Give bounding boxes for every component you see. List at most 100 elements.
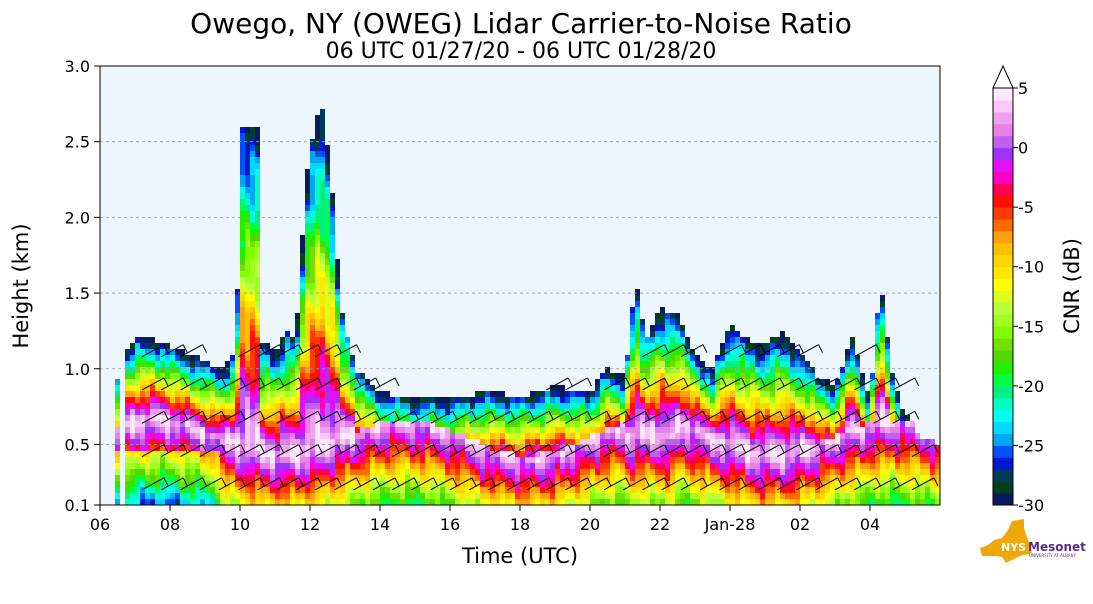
cnr-cell [605,481,610,487]
cnr-cell [340,415,345,421]
cnr-cell [885,439,890,445]
cnr-cell [300,235,305,241]
wind-barb-flag [895,411,900,420]
cnr-cell [135,451,140,457]
cnr-cell [300,307,305,313]
cnr-cell [305,253,310,259]
cnr-cell [360,373,365,379]
x-tick-label: 16 [440,515,460,534]
cnr-cell [615,445,620,451]
cnr-cell [580,397,585,403]
cnr-cell [170,457,175,463]
cnr-cell [300,247,305,253]
cnr-cell [300,271,305,277]
wind-barb [546,377,569,391]
cnr-cell [830,463,835,469]
cnr-cell [190,367,195,373]
cnr-cell [210,457,215,463]
cnr-cell [305,433,310,439]
cnr-cell [765,427,770,433]
cnr-cell [840,487,845,493]
cnr-cell [370,433,375,439]
cnr-cell [260,421,265,427]
cnr-cell [285,385,290,391]
wind-barb-flag [779,377,785,387]
cnr-cell [610,451,615,457]
cnr-cell [880,445,885,451]
cnr-cell [310,181,315,187]
cnr-cell [335,451,340,457]
cnr-cell [165,343,170,349]
cnr-cell [310,487,315,493]
cnr-cell [380,439,385,445]
cnr-cell [860,499,865,505]
cnr-cell [550,433,555,439]
cnr-cell [365,493,370,499]
cnr-cell [425,397,430,403]
cnr-cell [605,469,610,475]
wind-barb-flag [510,411,515,420]
cnr-cell [470,445,475,451]
cnr-cell [360,421,365,427]
cnr-cell [200,499,205,505]
cnr-cell [750,403,755,409]
cnr-cell [430,439,435,445]
cnr-cell [285,331,290,337]
cnr-cell [245,175,250,181]
wind-barb-flag [471,444,477,453]
cnr-cell [590,457,595,463]
cnr-cell [545,391,550,397]
cnr-cell [265,385,270,391]
cnr-cell [255,445,260,451]
colorbar-swatch [993,290,1013,303]
cnr-cell [675,451,680,457]
cnr-cell [220,373,225,379]
cnr-cell [825,469,830,475]
wind-barb [315,444,338,457]
cnr-cell [400,463,405,469]
cnr-cell [655,343,660,349]
wind-barb-flag [798,444,804,453]
wind-barb-flag [490,444,496,453]
wind-barb [276,344,299,358]
cnr-cell [755,439,760,445]
cnr-cell [240,211,245,217]
cnr-cell [155,421,160,427]
wind-barb-flag [683,344,689,353]
cnr-cell [875,373,880,379]
cnr-cell [925,469,930,475]
cnr-cell [700,433,705,439]
cnr-cell [210,487,215,493]
cnr-cell [135,379,140,385]
cnr-cell [155,493,160,499]
wind-barb-flag [221,444,227,453]
cnr-cell [815,481,820,487]
cnr-cell [915,445,920,451]
cnr-cell [145,397,150,403]
cnr-cell [390,415,395,421]
wind-barb-flag [163,344,169,353]
cnr-cell [315,319,320,325]
cnr-cell [750,445,755,451]
cnr-cell [320,283,325,289]
cnr-cell [210,445,215,451]
cnr-cell [680,373,685,379]
cnr-cell [315,247,320,253]
cnr-cell [670,445,675,451]
cnr-cell [160,451,165,457]
cnr-cell [165,427,170,433]
cnr-cell [225,463,230,469]
cnr-cell [225,469,230,475]
cnr-cell [795,469,800,475]
cnr-cell [620,445,625,451]
cnr-cell [535,409,540,415]
cnr-cell [315,337,320,343]
cnr-cell [930,481,935,487]
cnr-cell [855,469,860,475]
wind-barb [161,410,184,424]
cnr-cell [755,355,760,361]
cnr-cell [840,391,845,397]
cnr-cell [245,361,250,367]
cnr-cell [795,373,800,379]
cnr-cell [160,349,165,355]
